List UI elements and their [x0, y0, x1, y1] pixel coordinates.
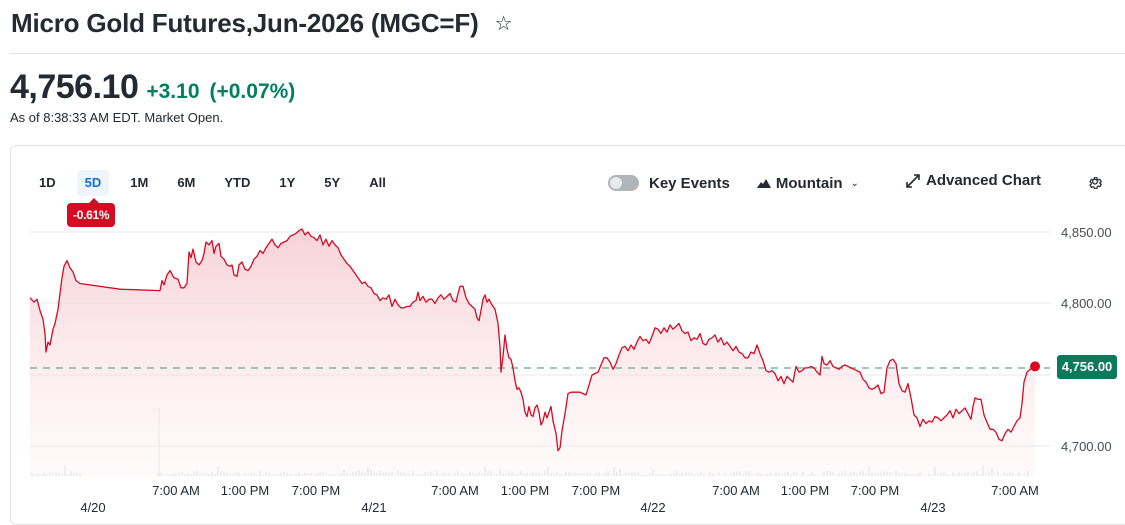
range-selector: 1D 5D 1M 6M YTD 1Y 5Y All — [31, 170, 407, 196]
x-tick-time: 1:00 PM — [220, 483, 270, 498]
volume-bars — [31, 465, 1029, 476]
x-tick-date: 4/22 — [640, 500, 666, 515]
y-tick-4850: 4,850.00 — [1061, 225, 1112, 240]
mountain-icon — [756, 178, 771, 188]
x-tick-time: 7:00 AM — [152, 483, 200, 498]
advanced-chart-label: Advanced Chart — [926, 172, 1042, 189]
gear-icon[interactable] — [1087, 175, 1103, 191]
range-all[interactable]: All — [369, 175, 386, 190]
range-1d[interactable]: 1D — [39, 175, 56, 190]
x-tick-date: 4/20 — [80, 500, 106, 515]
x-tick-time: 7:00 AM — [712, 483, 760, 498]
y-tick-4700: 4,700.00 — [1061, 439, 1112, 454]
star-outline-icon[interactable]: ☆ — [494, 13, 513, 35]
x-tick-time: 7:00 AM — [991, 483, 1039, 498]
x-tick-date: 4/21 — [361, 500, 387, 515]
title-row: Micro Gold Futures,Jun-2026 (MGC=F) ☆ — [11, 8, 513, 39]
range-5d[interactable]: 5D — [76, 170, 110, 196]
range-change-badge: -0.61% — [67, 198, 116, 227]
last-price-dot — [1030, 361, 1040, 372]
expand-icon — [906, 173, 920, 188]
x-tick-date: 4/23 — [920, 500, 946, 515]
range-1m[interactable]: 1M — [130, 175, 149, 190]
range-5y[interactable]: 5Y — [324, 175, 341, 190]
range-1y[interactable]: 1Y — [279, 175, 296, 190]
current-price-marker: 4,756.00 — [1057, 355, 1117, 379]
y-tick-4800: 4,800.00 — [1061, 296, 1112, 311]
current-price: 4,756.10 — [10, 68, 139, 106]
chevron-down-icon: ⌄ — [850, 177, 859, 189]
x-tick-time: 1:00 PM — [500, 483, 550, 498]
x-tick-time: 1:00 PM — [780, 483, 830, 498]
range-6m[interactable]: 6M — [177, 175, 196, 190]
quote-timestamp: As of 8:38:33 AM EDT. Market Open. — [10, 110, 224, 125]
range-ytd[interactable]: YTD — [224, 175, 251, 190]
price-area-fill — [30, 229, 1035, 476]
x-tick-time: 7:00 PM — [850, 483, 900, 498]
x-tick-time: 7:00 AM — [431, 483, 479, 498]
key-events-label: Key Events — [649, 174, 730, 192]
chart-type-dropdown[interactable]: Mountain ⌄ — [756, 174, 859, 192]
chart-tools: Key Events Mountain ⌄ — [608, 170, 859, 196]
advanced-chart-button[interactable]: Advanced Chart — [906, 172, 1041, 189]
price-change: +3.10 — [146, 80, 200, 103]
chart-type-label: Mountain — [775, 174, 843, 192]
key-events-toggle[interactable] — [608, 175, 639, 191]
x-tick-time: 7:00 PM — [571, 483, 621, 498]
header-divider — [10, 53, 1125, 54]
page-title: Micro Gold Futures,Jun-2026 (MGC=F) — [11, 8, 479, 38]
quote-row: 4,756.10 +3.10 (+0.07%) — [10, 68, 295, 107]
price-change-percent: (+0.07%) — [209, 80, 296, 103]
price-line — [29, 228, 1036, 452]
x-tick-time: 7:00 PM — [291, 483, 341, 498]
